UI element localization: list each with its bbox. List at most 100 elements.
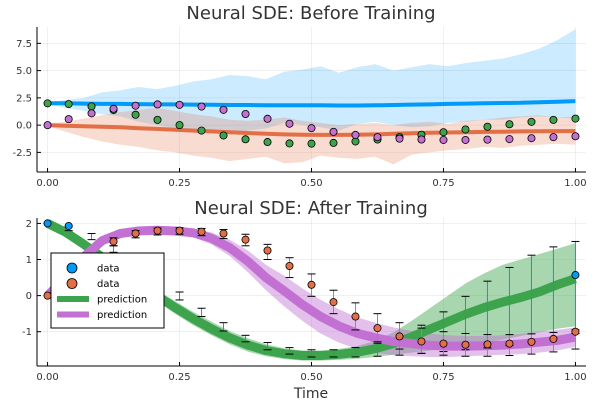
data-point: [571, 271, 580, 280]
data-point: [43, 219, 52, 228]
x-tick-label: 0.25: [168, 178, 190, 189]
data-point: [549, 115, 558, 124]
data-point: [153, 226, 162, 235]
x-axis-label: Time: [293, 386, 328, 400]
data-point: [43, 291, 52, 300]
data-point: [219, 229, 228, 238]
data-point: [329, 298, 338, 307]
data-point: [549, 334, 558, 343]
legend: data data prediction prediction: [50, 252, 165, 329]
data-point: [483, 135, 492, 144]
error-bar: [109, 245, 118, 253]
data-point: [505, 120, 514, 129]
error-bar: [219, 322, 228, 332]
data-point: [197, 227, 206, 236]
data-point: [109, 237, 118, 246]
data-point: [307, 280, 316, 289]
x-tick-label: 0.00: [36, 178, 58, 189]
data-point: [219, 131, 228, 140]
data-point: [197, 102, 206, 111]
data-point: [505, 339, 514, 348]
legend-label: prediction: [97, 310, 147, 321]
chart-title: Neural SDE: Before Training: [186, 3, 435, 24]
error-bar: [197, 307, 206, 318]
x-tick-label: 1.00: [564, 178, 586, 189]
data-point: [329, 127, 338, 136]
data-point: [87, 102, 96, 111]
legend-item: prediction: [57, 295, 147, 306]
data-point: [395, 134, 404, 143]
y-tick-label: 5.0: [16, 66, 32, 77]
y-tick-label: -1: [22, 327, 32, 338]
data-point: [285, 139, 294, 148]
series-line: [47, 123, 576, 137]
data-point: [43, 121, 52, 130]
legend-marker: [66, 262, 78, 274]
data-point: [395, 332, 404, 341]
data-point: [175, 100, 184, 109]
data-point: [307, 124, 316, 133]
data-point: [241, 135, 250, 144]
data-point: [351, 137, 360, 146]
data-point: [461, 135, 470, 144]
error-bar: [373, 342, 382, 357]
error-bar: [329, 349, 338, 358]
data-point: [483, 340, 492, 349]
legend-label: data: [97, 279, 120, 290]
data-point: [417, 337, 426, 346]
data-point: [351, 130, 360, 139]
data-point: [461, 340, 470, 349]
x-tick-label: 0.50: [300, 178, 322, 189]
legend-item: data: [66, 278, 120, 290]
data-point: [263, 138, 272, 147]
data-point: [241, 235, 250, 244]
error-bar: [263, 342, 272, 351]
data-point: [571, 114, 580, 123]
error-bar: [285, 347, 294, 355]
data-point: [197, 126, 206, 135]
data-point: [64, 221, 73, 230]
data-point: [153, 115, 162, 124]
data-point: [263, 114, 272, 123]
data-point: [285, 119, 294, 128]
data-point: [461, 125, 470, 134]
data-point: [153, 100, 162, 109]
data-point: [241, 110, 250, 119]
data-point: [527, 337, 536, 346]
data-point: [373, 133, 382, 142]
data-point: [351, 312, 360, 321]
data-point: [109, 104, 118, 113]
x-tick-label: 0.25: [168, 372, 190, 383]
x-tick-label: 0.00: [36, 372, 58, 383]
data-point: [549, 133, 558, 142]
x-tick-label: 0.50: [300, 372, 322, 383]
legend-item: data: [66, 262, 120, 275]
data-point: [175, 226, 184, 235]
x-tick-label: 1.00: [564, 372, 586, 383]
data-point: [64, 115, 73, 124]
legend-label: prediction: [97, 295, 147, 306]
data-point: [43, 99, 52, 108]
data-point: [505, 135, 514, 144]
y-tick-label: 0: [26, 291, 32, 302]
chart-before-training: Neural SDE: Before Training 0.00 0.25 0.50…: [12, 3, 586, 189]
data-point: [263, 246, 272, 255]
data-point: [439, 135, 448, 144]
error-bar: [87, 233, 96, 241]
y-tick-label: 2.5: [16, 93, 32, 104]
data-point: [439, 128, 448, 137]
error-bar: [241, 334, 250, 343]
y-tick-label: -2.5: [12, 148, 32, 159]
y-tick-label: 1: [26, 255, 32, 266]
data-point: [285, 262, 294, 271]
data-point: [87, 109, 96, 118]
error-bar: [307, 349, 316, 358]
error-bar: [351, 347, 360, 358]
data-point: [219, 105, 228, 114]
data-point: [571, 132, 580, 141]
x-tick-label: 0.75: [432, 372, 454, 383]
data-point: [527, 117, 536, 126]
data-point: [373, 324, 382, 333]
data-point: [175, 121, 184, 130]
